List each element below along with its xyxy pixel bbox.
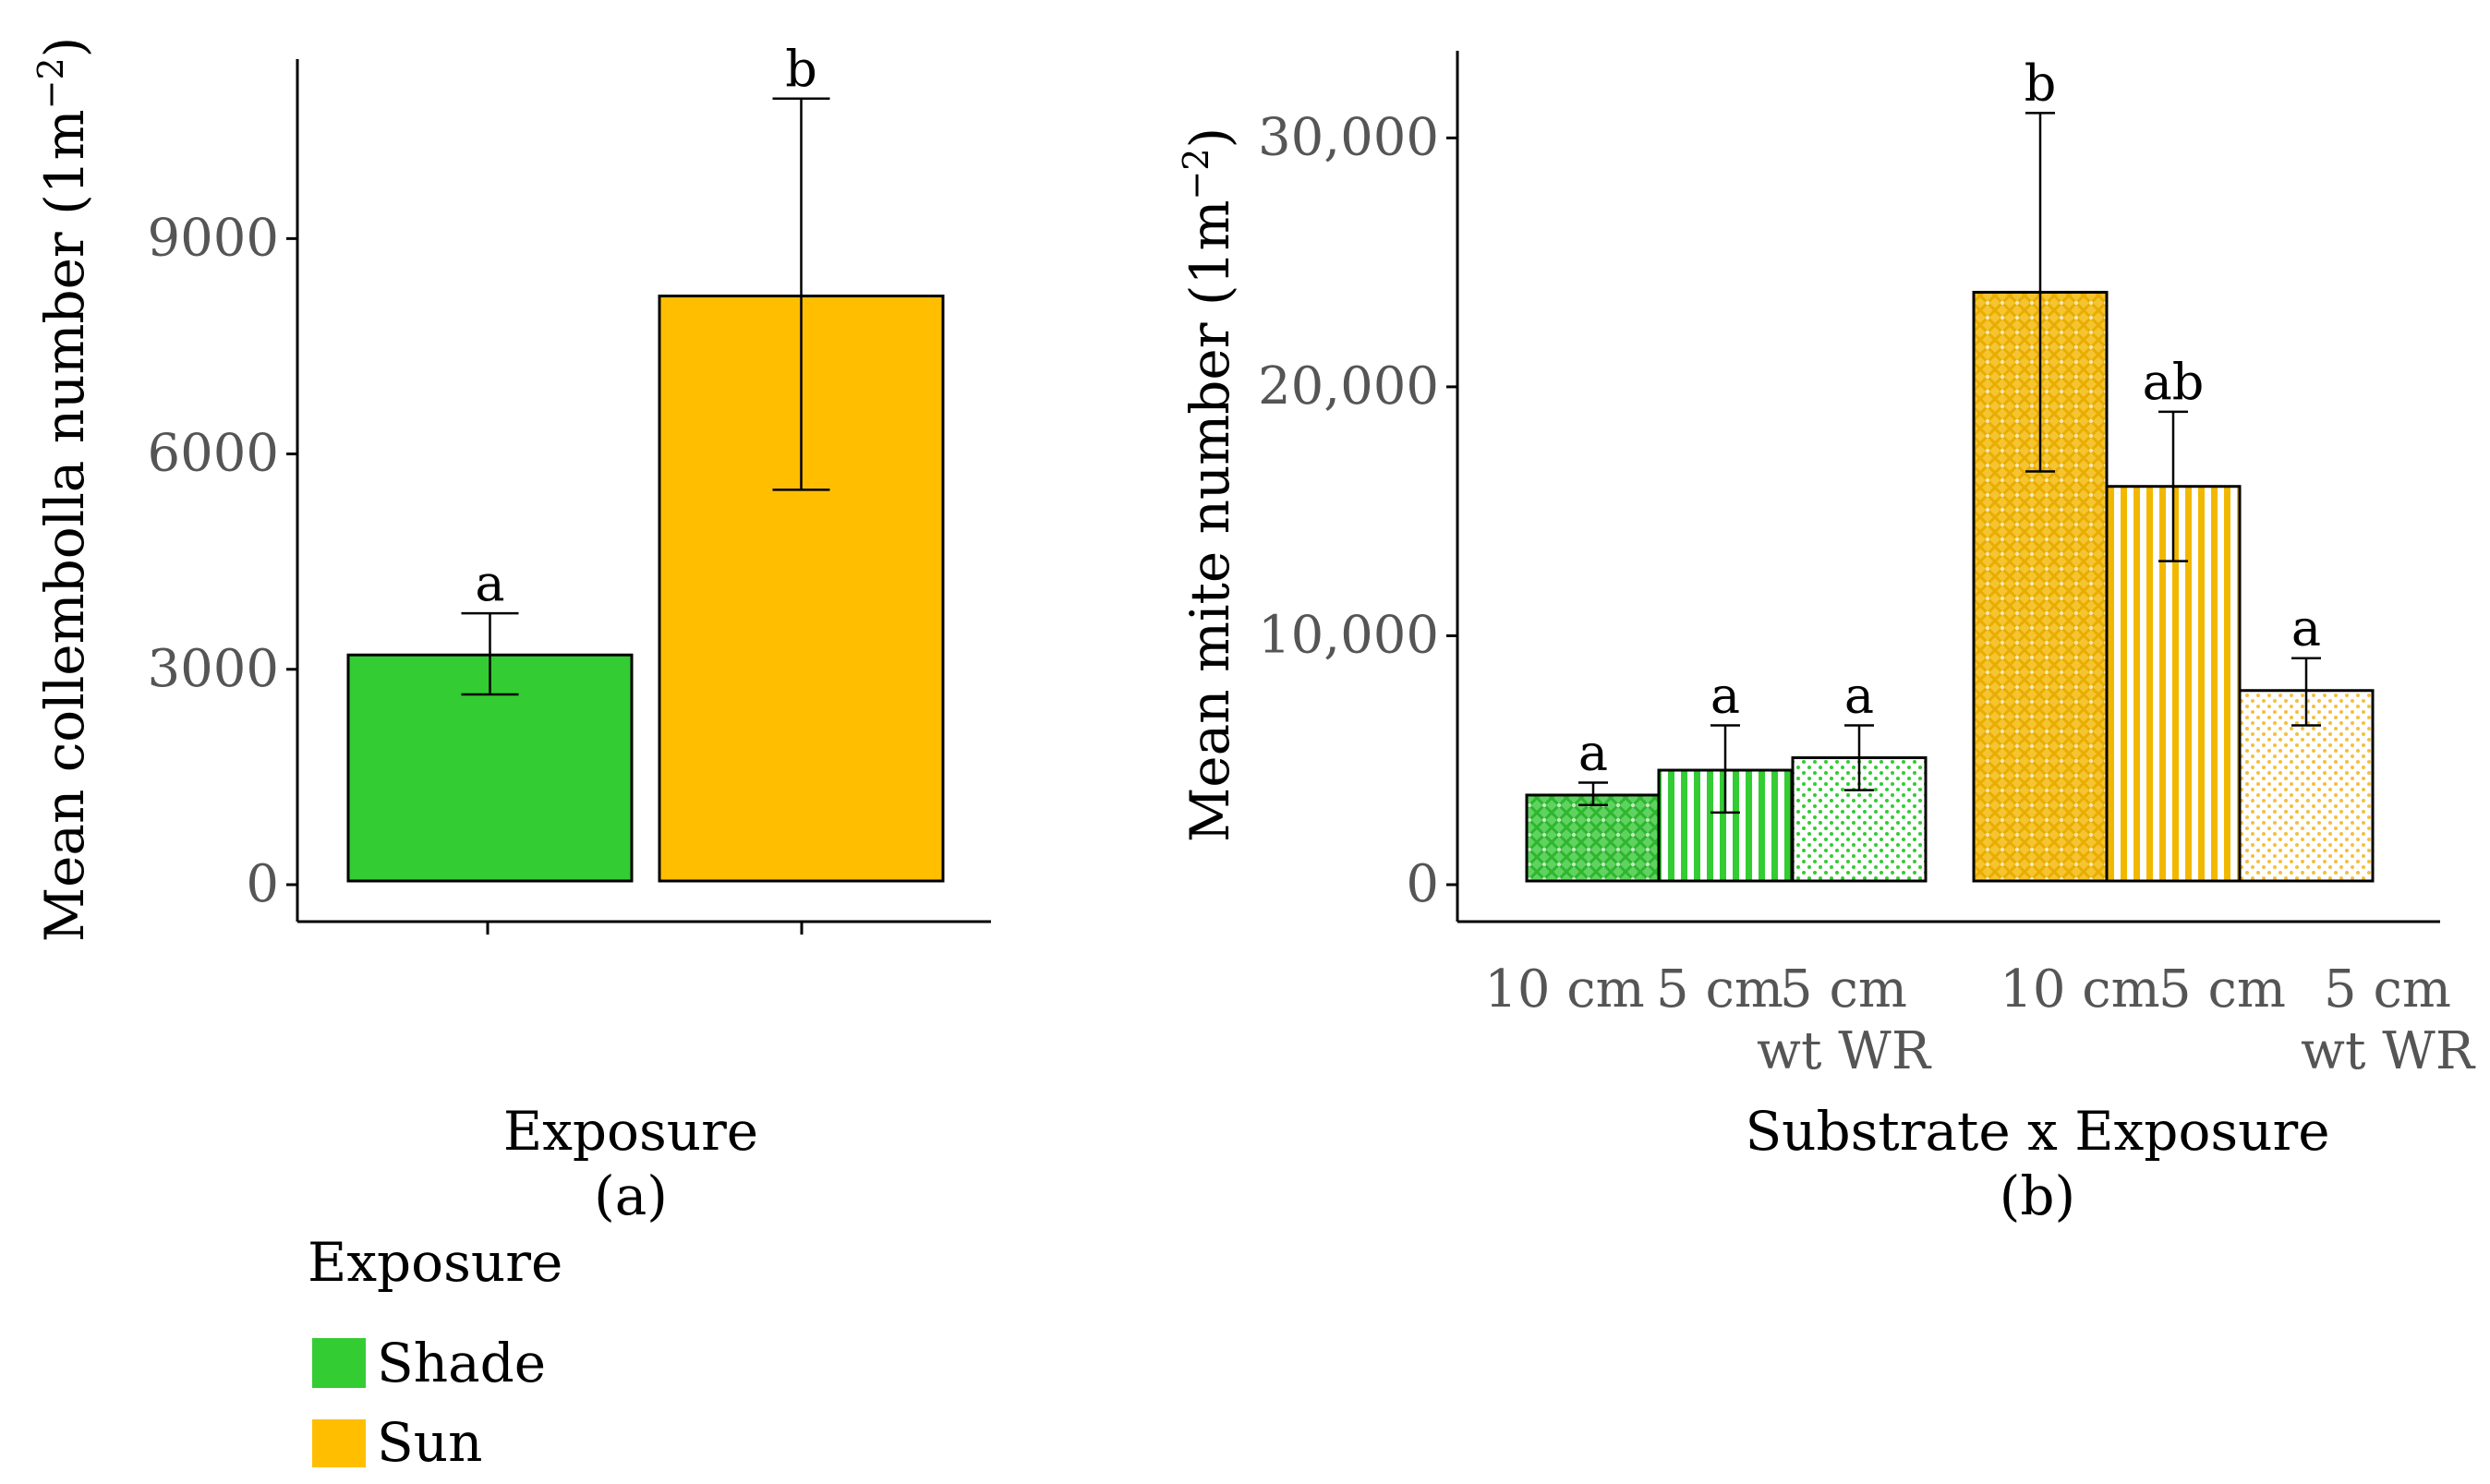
panel-a-x-axis-title: Exposure [503,1100,758,1163]
y-tick-label: 30,000 [1258,107,1439,167]
legend-swatch-sun [312,1419,366,1467]
significance-letter: b [2025,54,2057,112]
x-tick-label-line2: wt WR [1757,1021,1932,1081]
x-tick-label: 5 cm [2158,959,2286,1019]
y-tick-label: 3000 [147,639,279,699]
panel-a: 0 3000 6000 9000 a b Mean collembolla number… [30,37,991,1227]
legend-label-shade: Shade [377,1332,546,1394]
x-tick-label: 5 cm [2324,959,2451,1019]
significance-letter: a [1844,666,1874,724]
y-tick-label: 10,000 [1258,605,1439,665]
legend: Exposure Shade Sun [308,1231,562,1474]
significance-letter: b [785,40,817,98]
significance-letter: a [1578,723,1608,781]
x-tick-label: 5 cm [1656,959,1783,1019]
significance-letter: a [1710,666,1740,724]
significance-letter: ab [2143,353,2205,411]
x-tick-label-line2: wt WR [2301,1021,2476,1081]
panel-b-y-axis-title: Mean mite number (1m−2) [1176,127,1241,842]
significance-letter: a [475,554,504,612]
bar [1525,793,1662,883]
panel-b-label: (b) [2000,1164,2075,1227]
y-tick-label: 0 [1406,854,1439,914]
y-tick-label: 6000 [147,424,279,484]
legend-label-sun: Sun [377,1411,482,1474]
legend-title: Exposure [308,1231,562,1294]
panel-a-label: (a) [594,1164,668,1227]
x-tick-label: 10 cm [1484,959,1645,1019]
legend-swatch-shade [312,1338,366,1388]
y-tick-label: 20,000 [1258,356,1439,416]
panel-b-x-axis-title: Substrate x Exposure [1745,1100,2329,1163]
x-tick-label: 5 cm [1780,959,1907,1019]
y-tick-label: 0 [246,854,279,914]
y-tick-label: 9000 [147,208,279,268]
panel-a-y-axis-title: Mean collembolla number (1m−2) [30,37,96,943]
x-tick-label: 10 cm [2000,959,2160,1019]
significance-letter: a [2291,599,2321,658]
